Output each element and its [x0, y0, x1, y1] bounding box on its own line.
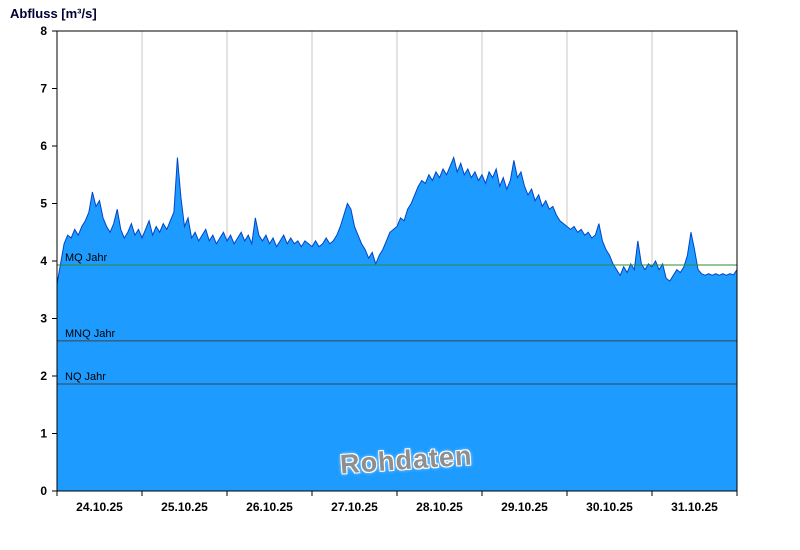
- x-tick-label: 30.10.25: [586, 500, 633, 514]
- reference-line-label: NQ Jahr: [65, 371, 106, 383]
- y-tick-label: 1: [40, 427, 47, 441]
- y-tick-label: 0: [40, 484, 47, 498]
- x-tick-label: 31.10.25: [671, 500, 718, 514]
- x-tick-label: 28.10.25: [416, 500, 463, 514]
- y-tick-label: 2: [40, 369, 47, 383]
- chart-title: Abfluss [m³/s]: [10, 6, 97, 21]
- y-tick-label: 8: [40, 24, 47, 38]
- y-tick-label: 3: [40, 312, 47, 326]
- x-tick-label: 27.10.25: [331, 500, 378, 514]
- x-tick-label: 29.10.25: [501, 500, 548, 514]
- x-tick-label: 26.10.25: [246, 500, 293, 514]
- x-tick-label: 24.10.25: [76, 500, 123, 514]
- x-tick-label: 25.10.25: [161, 500, 208, 514]
- y-tick-label: 5: [40, 197, 47, 211]
- y-tick-label: 7: [40, 82, 47, 96]
- y-tick-label: 6: [40, 139, 47, 153]
- discharge-line: [56, 155, 738, 285]
- y-tick-label: 4: [40, 254, 47, 268]
- reference-line-label: MQ Jahr: [65, 252, 108, 264]
- discharge-area: [57, 157, 737, 491]
- reference-line-label: MNQ Jahr: [65, 328, 115, 340]
